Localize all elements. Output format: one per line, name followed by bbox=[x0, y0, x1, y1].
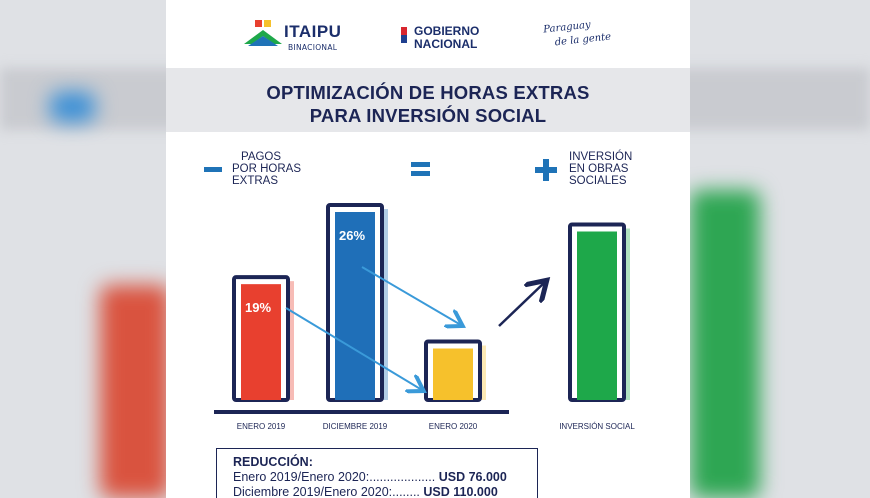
bar-2 bbox=[433, 348, 473, 400]
reduction-row-2-value: USD 110.000 bbox=[423, 485, 498, 498]
paraguay-de-la-gente-logo: Paraguay de la gente bbox=[543, 17, 612, 52]
pagos-line3: EXTRAS bbox=[232, 175, 279, 187]
inversion-label: INVERSIÓN EN OBRAS SOCIALES bbox=[569, 151, 632, 187]
infographic-card: ITAIPU BINACIONAL GOBIERNO NACIONAL Para… bbox=[166, 0, 690, 498]
data-label-0: 19% bbox=[245, 300, 271, 315]
itaipu-name: ITAIPU bbox=[284, 22, 342, 41]
gobierno-line2: NACIONAL bbox=[414, 37, 478, 51]
background-logo-blur bbox=[50, 92, 95, 122]
arrow-19-percent bbox=[285, 307, 422, 390]
itaipu-logo-icon bbox=[244, 20, 282, 46]
bar-label-2: ENERO 2020 bbox=[429, 422, 478, 431]
title-line2: PARA INVERSIÓN SOCIAL bbox=[309, 105, 547, 126]
background-red-bar-blur bbox=[100, 285, 170, 498]
bar-label-3: INVERSIÓN SOCIAL bbox=[559, 422, 635, 431]
data-label-1: 26% bbox=[339, 228, 365, 243]
pagos-line2: POR HORAS bbox=[232, 163, 302, 175]
bar-0 bbox=[241, 284, 281, 400]
chart-baseline bbox=[214, 410, 509, 414]
inversion-line3: SOCIALES bbox=[569, 175, 627, 187]
gobierno-nacional-logo: GOBIERNO NACIONAL bbox=[414, 25, 479, 51]
bar-chart: ENERO 2019 19% DICIEMBRE 2019 26% ENERO 2020… bbox=[214, 203, 635, 431]
bar-3 bbox=[577, 231, 617, 400]
reduction-row-1: Enero 2019/Enero 2020:..................… bbox=[233, 470, 507, 484]
equals-icon bbox=[411, 162, 430, 180]
reduction-row-1-label: Enero 2019/Enero 2020:..................… bbox=[233, 470, 436, 484]
reduction-box: REDUCCIÓN: Enero 2019/Enero 2020:.......… bbox=[216, 448, 538, 498]
bar-1 bbox=[335, 212, 375, 400]
bar-label-1: DICIEMBRE 2019 bbox=[323, 422, 388, 431]
minus-icon bbox=[204, 167, 222, 172]
itaipu-subtitle: BINACIONAL bbox=[288, 43, 338, 52]
arrow-to-inversion bbox=[498, 282, 545, 327]
arrow-26-percent bbox=[361, 266, 461, 325]
gobierno-line1: GOBIERNO bbox=[414, 24, 480, 38]
reduction-heading: REDUCCIÓN: bbox=[233, 455, 313, 469]
title-band bbox=[166, 68, 690, 132]
logo-bar: ITAIPU BINACIONAL GOBIERNO NACIONAL Para… bbox=[166, 0, 690, 68]
plus-icon-vertical bbox=[543, 159, 549, 181]
reduction-row-2: Diciembre 2019/Enero 2020:........ USD 1… bbox=[233, 485, 498, 498]
pagos-label: PAGOS POR HORAS EXTRAS bbox=[232, 151, 301, 187]
inversion-line1: INVERSIÓN bbox=[569, 151, 633, 163]
bar-label-0: ENERO 2019 bbox=[237, 422, 286, 431]
inversion-line2: EN OBRAS bbox=[569, 163, 629, 175]
paraguay-flag-icon bbox=[401, 27, 407, 43]
pagos-line1: PAGOS bbox=[241, 151, 282, 163]
reduction-row-1-value: USD 76.000 bbox=[438, 470, 507, 484]
background-green-bar-blur bbox=[690, 190, 760, 498]
reduction-row-2-label: Diciembre 2019/Enero 2020:........ bbox=[233, 485, 420, 498]
title-line1: OPTIMIZACIÓN DE HORAS EXTRAS bbox=[266, 82, 590, 103]
